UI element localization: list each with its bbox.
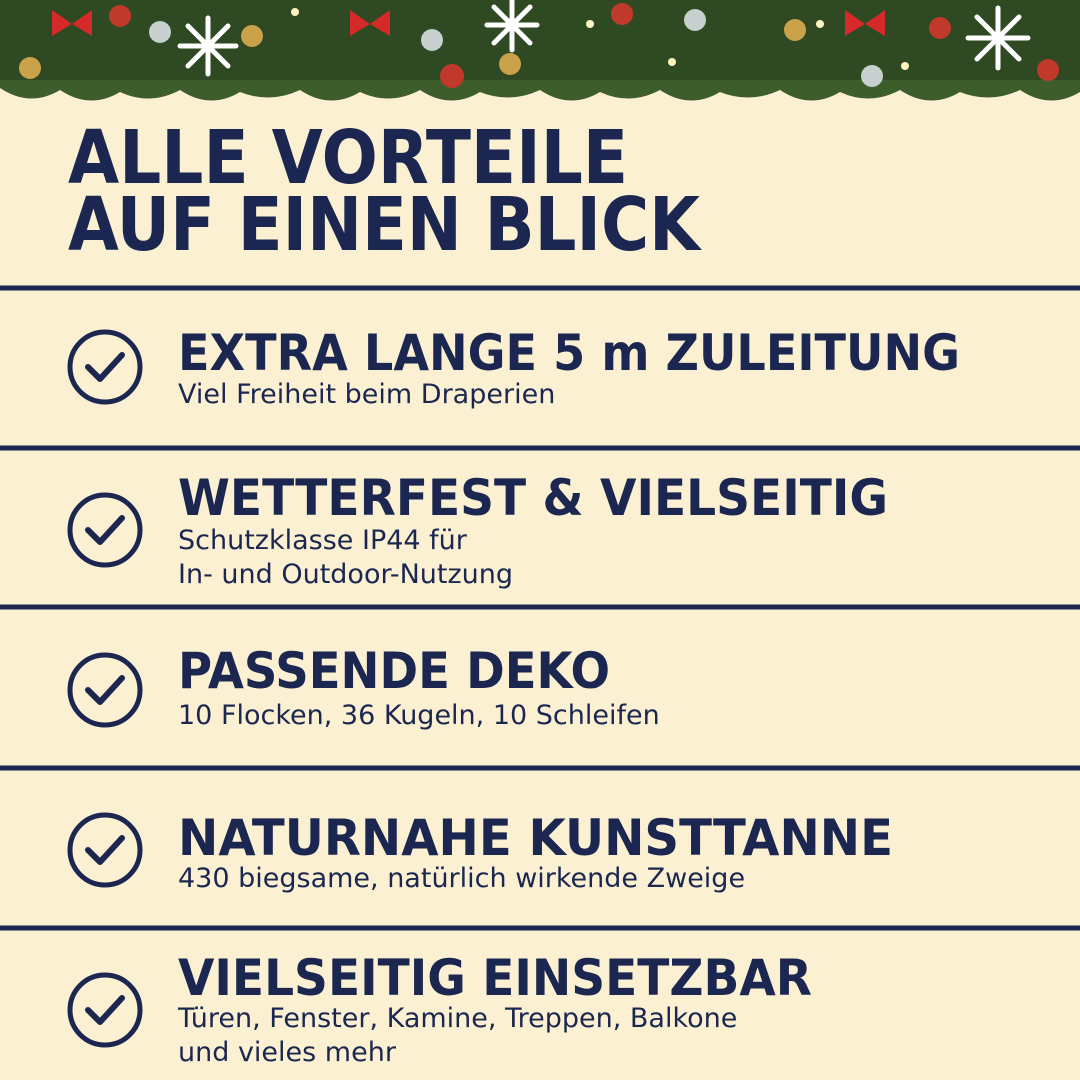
benefit-heading: EXTRA LANGE 5 m ZULEITUNG: [178, 324, 960, 382]
check-mark: [85, 675, 125, 705]
check-circle: [67, 492, 143, 568]
benefit-heading: VIELSEITIG EINSETZBAR: [178, 949, 812, 1007]
garland: [0, 0, 1080, 101]
check-mark: [85, 835, 125, 865]
benefit-heading: PASSENDE DEKO: [178, 642, 610, 700]
benefit-description: Schutzklasse IP44 für: [178, 525, 468, 556]
title-line: ALLE VORTEILE: [68, 115, 628, 201]
title-line: AUF EINEN BLICK: [68, 182, 702, 268]
benefit-description: 10 Flocken, 36 Kugeln, 10 Schleifen: [178, 700, 660, 731]
benefit-description: und vieles mehr: [178, 1037, 397, 1068]
benefit-heading: WETTERFEST & VIELSEITIG: [178, 469, 888, 527]
check-circle: [67, 972, 143, 1048]
check-mark: [85, 515, 125, 545]
divider: [0, 765, 1080, 771]
benefit-heading: NATURNAHE KUNSTTANNE: [178, 809, 893, 867]
divider: [0, 445, 1080, 451]
divider: [0, 285, 1080, 291]
check-circle: [67, 329, 143, 405]
benefit-description: Türen, Fenster, Kamine, Treppen, Balkone: [177, 1003, 737, 1034]
check-circle: [67, 652, 143, 728]
divider: [0, 925, 1080, 931]
benefit-description: 430 biegsame, natürlich wirkende Zweige: [178, 863, 745, 894]
divider: [0, 604, 1080, 610]
check-circle: [67, 812, 143, 888]
benefit-description: In- und Outdoor-Nutzung: [178, 559, 513, 590]
benefit-description: Viel Freiheit beim Draperien: [178, 379, 555, 410]
check-mark: [85, 352, 125, 382]
check-mark: [85, 995, 125, 1025]
